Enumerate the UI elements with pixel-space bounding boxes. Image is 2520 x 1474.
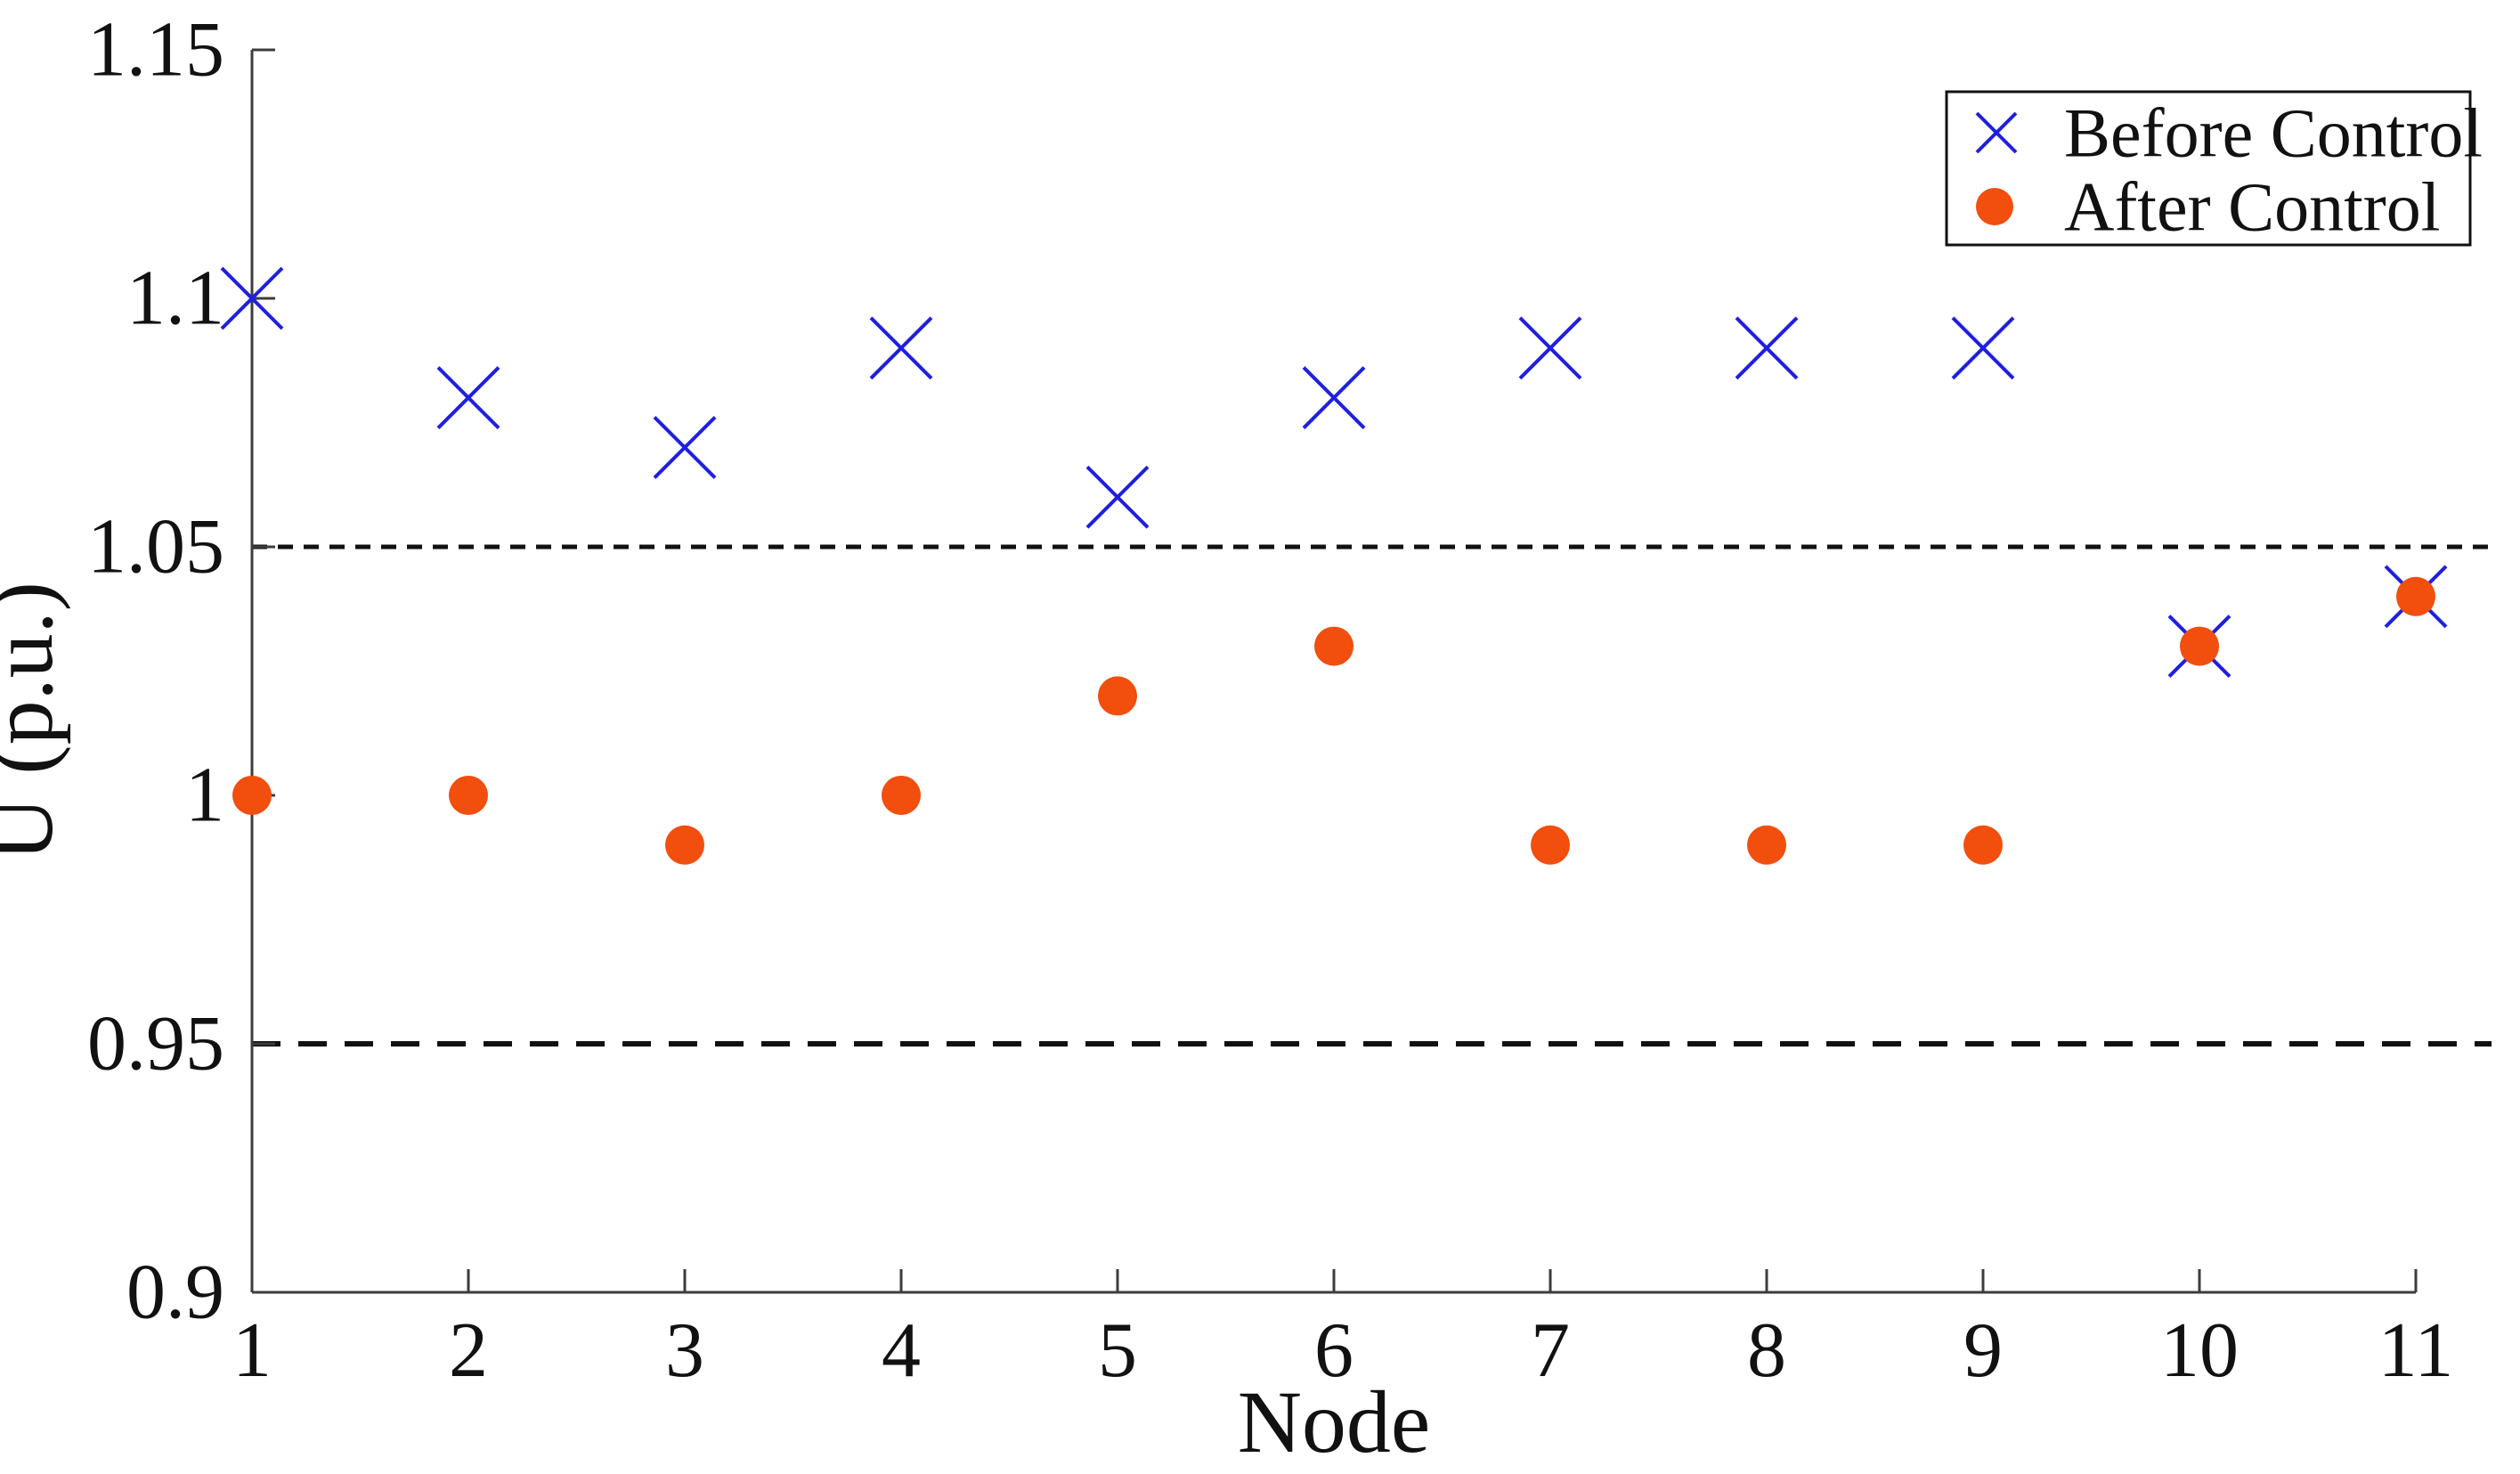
after-control-marker <box>882 776 921 815</box>
y-tick-label: 0.9 <box>126 1250 224 1336</box>
legend-after-label: After Control <box>2064 168 2440 246</box>
plot-area: 0.9 0.95 1 1.05 1.1 1.15 1 2 3 4 5 6 7 8 9 10 11 <box>87 7 2492 1394</box>
x-tick-label: 5 <box>1098 1307 1137 1394</box>
after-control-marker <box>1314 626 1353 666</box>
before-control-marker <box>436 366 500 430</box>
x-tick-label: 11 <box>2378 1307 2454 1394</box>
before-control-marker <box>869 316 933 380</box>
before-control-marker <box>1735 316 1799 380</box>
before-control-marker <box>1302 366 1366 430</box>
before-control-marker <box>1085 465 1150 529</box>
y-tick-label: 1.05 <box>87 504 224 590</box>
after-control-marker <box>449 776 488 815</box>
legend: Before Control After Control <box>1945 90 2483 247</box>
x-tick-label: 10 <box>2160 1307 2239 1394</box>
before-control-marker <box>220 266 284 330</box>
after-control-marker <box>1963 825 2003 865</box>
before-control-marker <box>1518 316 1582 380</box>
after-control-marker <box>2396 576 2435 616</box>
after-control-marker <box>2180 626 2219 666</box>
x-tick-label: 6 <box>1314 1307 1353 1394</box>
circle-marker-icon <box>1976 188 2013 225</box>
before-control-marker <box>653 415 717 479</box>
legend-before-label: Before Control <box>2064 94 2483 172</box>
x-tick-label: 8 <box>1747 1307 1786 1394</box>
x-tick-label: 2 <box>449 1307 488 1394</box>
x-tick-label: 3 <box>665 1307 704 1394</box>
x-tick-label: 4 <box>882 1307 921 1394</box>
after-control-marker <box>665 825 704 865</box>
x-tick-label: 7 <box>1531 1307 1570 1394</box>
y-tick-label: 1.1 <box>126 256 224 342</box>
y-axis-title: U (p.u.) <box>0 582 71 861</box>
after-control-marker <box>1747 825 1786 865</box>
x-marker-icon <box>1975 111 2018 154</box>
before-control-marker <box>1951 316 2015 380</box>
after-control-marker <box>1531 825 1570 865</box>
x-tick-label: 9 <box>1963 1307 2003 1394</box>
legend-box <box>1945 90 2472 247</box>
x-tick-label: 1 <box>232 1307 272 1394</box>
y-tick-label: 0.95 <box>87 1001 224 1087</box>
y-tick-label: 1 <box>185 753 224 839</box>
y-tick-label: 1.15 <box>87 7 224 94</box>
x-axis-title: Node <box>1238 1372 1431 1471</box>
after-control-marker <box>232 776 272 815</box>
after-control-marker <box>1098 676 1137 716</box>
